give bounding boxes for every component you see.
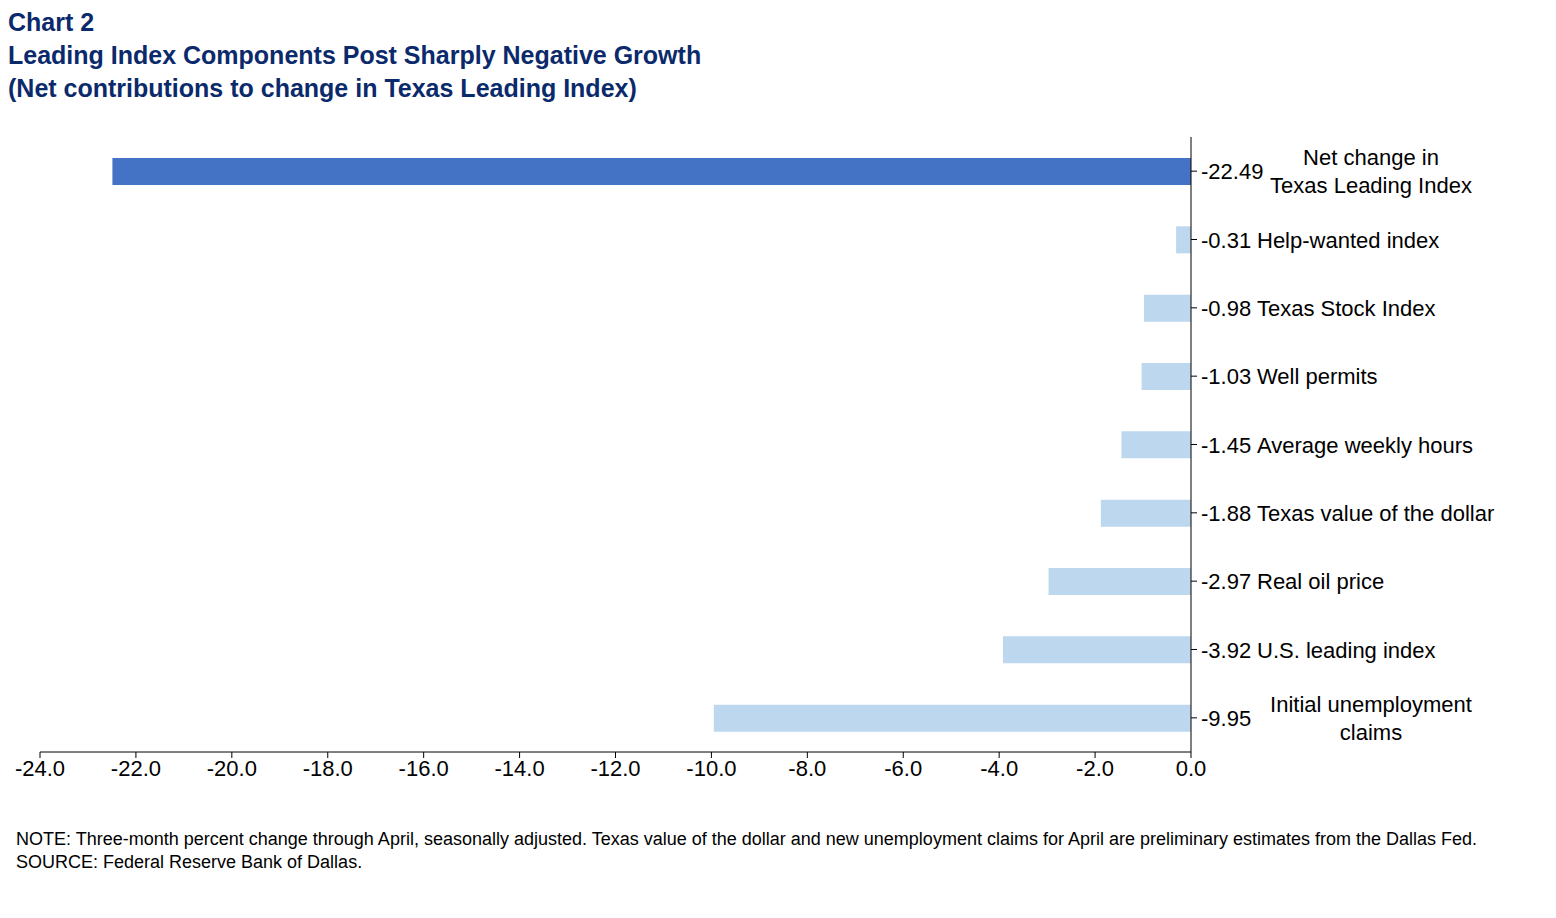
svg-text:-2.97: -2.97: [1201, 569, 1251, 594]
svg-text:-14.0: -14.0: [495, 756, 545, 781]
svg-text:Help-wanted index: Help-wanted index: [1257, 227, 1439, 252]
svg-text:-12.0: -12.0: [590, 756, 640, 781]
svg-text:-0.98: -0.98: [1201, 296, 1251, 321]
svg-text:Initial unemploymentclaims: Initial unemploymentclaims: [1270, 691, 1472, 744]
svg-text:-10.0: -10.0: [686, 756, 736, 781]
svg-text:Real oil price: Real oil price: [1257, 569, 1384, 594]
svg-text:-20.0: -20.0: [207, 756, 257, 781]
svg-text:-1.03: -1.03: [1201, 364, 1251, 389]
html-text:Chart 2: Chart 2: [8, 8, 95, 36]
svg-text:-22.0: -22.0: [111, 756, 161, 781]
svg-text:-16.0: -16.0: [399, 756, 449, 781]
svg-text:-2.0: -2.0: [1076, 756, 1114, 781]
svg-text:Texas value of the dollar: Texas value of the dollar: [1257, 500, 1494, 525]
svg-text:-0.31: -0.31: [1201, 228, 1251, 253]
svg-text:-18.0: -18.0: [303, 756, 353, 781]
html-text:NOTE: Three-month percent chan: NOTE: Three-month percent change through…: [16, 829, 1478, 849]
html-text:SOURCE: Federal Reserve Bank o: SOURCE: Federal Reserve Bank of Dallas.: [16, 852, 363, 872]
svg-text:-22.49: -22.49: [1201, 159, 1263, 184]
svg-text:-8.0: -8.0: [788, 756, 826, 781]
html-text:Leading Index Components Post: Leading Index Components Post Sharply Ne…: [8, 41, 702, 69]
html-text:(Net contributions to change i: (Net contributions to change in Texas Le…: [8, 74, 637, 102]
svg-text:-1.88: -1.88: [1201, 501, 1251, 526]
svg-text:-4.0: -4.0: [980, 756, 1018, 781]
svg-text:-3.92: -3.92: [1201, 638, 1251, 663]
svg-text:-6.0: -6.0: [884, 756, 922, 781]
svg-text:-9.95: -9.95: [1201, 706, 1251, 731]
svg-text:-1.45: -1.45: [1201, 433, 1251, 458]
svg-text:U.S. leading index: U.S. leading index: [1257, 637, 1436, 662]
svg-text:Texas Stock Index: Texas Stock Index: [1257, 295, 1436, 320]
svg-text:Well permits: Well permits: [1257, 364, 1378, 389]
svg-text:Average weekly hours: Average weekly hours: [1257, 432, 1473, 457]
svg-text:-24.0: -24.0: [15, 756, 65, 781]
svg-text:0.0: 0.0: [1176, 756, 1207, 781]
svg-text:Net change inTexas Leading Ind: Net change inTexas Leading Index: [1270, 145, 1472, 198]
